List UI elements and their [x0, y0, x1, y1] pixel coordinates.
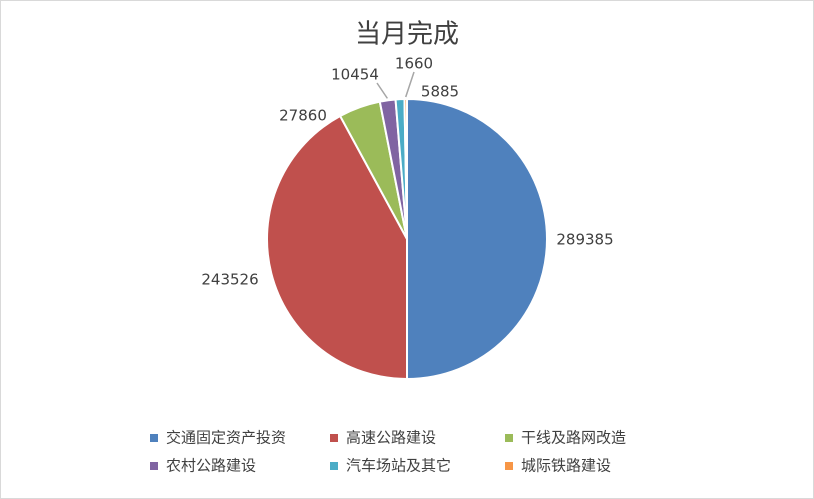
legend-swatch — [150, 462, 158, 470]
leader-line — [376, 82, 388, 99]
data-label: 1660 — [395, 55, 433, 73]
pie-slice — [403, 97, 408, 240]
legend-label: 高速公路建设 — [346, 429, 436, 447]
legend-swatch — [505, 462, 513, 470]
pie-slice — [406, 97, 548, 381]
legend-swatch — [505, 434, 513, 442]
data-label: 27860 — [279, 107, 327, 125]
data-label: 10454 — [331, 66, 379, 84]
legend-swatch — [330, 434, 338, 442]
legend-label: 干线及路网改造 — [521, 429, 626, 447]
data-label: 5885 — [421, 83, 459, 101]
pie-slice — [266, 114, 408, 381]
data-label: 289385 — [556, 231, 613, 249]
legend-label: 城际铁路建设 — [521, 457, 611, 475]
legend-label: 交通固定资产投资 — [166, 429, 286, 447]
chart-title: 当月完成 — [355, 20, 459, 50]
legend-label: 农村公路建设 — [166, 457, 256, 475]
legend-swatch — [330, 462, 338, 470]
leader-line — [405, 71, 415, 98]
legend-swatch — [150, 434, 158, 442]
legend-label: 汽车场站及其它 — [346, 457, 451, 475]
data-label: 243526 — [201, 271, 258, 289]
